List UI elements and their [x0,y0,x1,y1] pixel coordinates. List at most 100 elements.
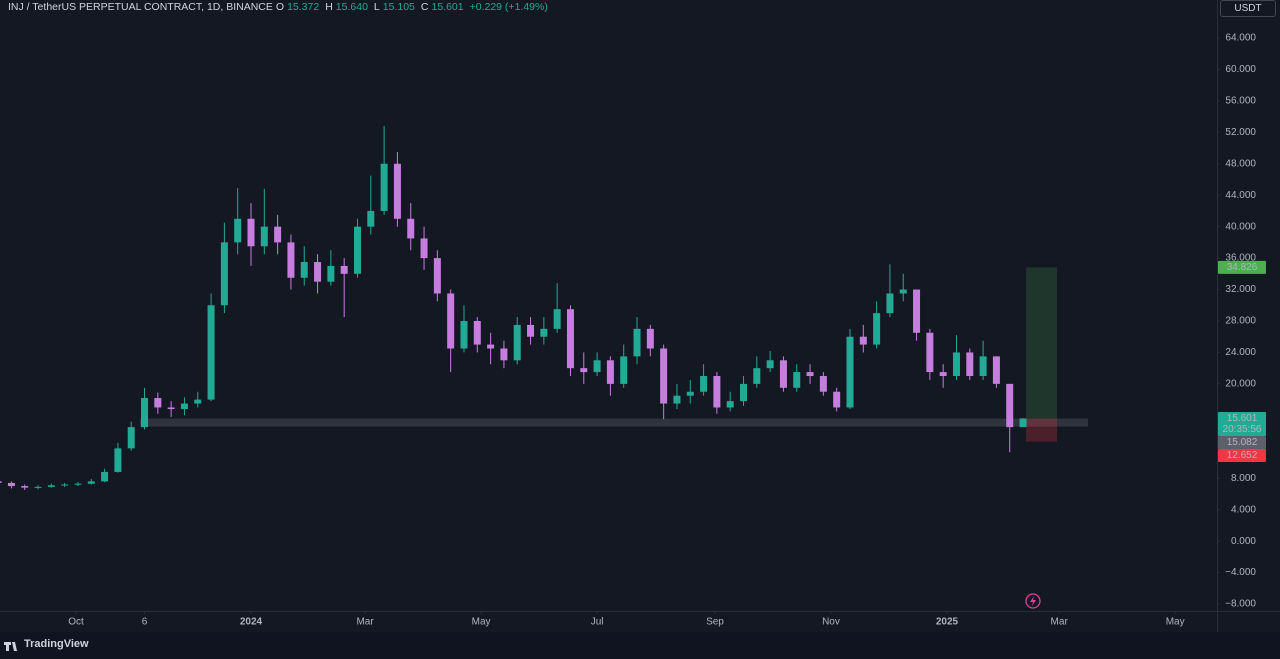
candle-body [819,376,827,392]
candle-body [513,324,521,361]
ohlc-value: 15.105 [382,1,415,13]
candle-body [194,399,202,404]
candle-body [713,376,721,408]
candle-body [154,398,162,408]
candle-body [886,293,894,314]
alert-icon[interactable] [1025,593,1041,609]
x-tick-label: 6 [142,617,148,628]
candle-body [47,485,55,487]
price-countdown: 20:35:56 [1223,424,1262,435]
candle-body [540,328,548,337]
position-stop-zone [1026,418,1058,442]
ohlc-label: L [373,1,380,13]
x-tick-label: Mar [1051,617,1069,628]
candle-body [913,289,921,333]
price-label-box [1218,435,1266,449]
candle-body [0,481,2,483]
brand-logo [4,642,17,651]
candle-body [926,332,934,373]
candle-body [527,324,535,337]
price-label: 15.082 [1227,437,1258,448]
candle-body [180,403,188,410]
candle-body [633,328,641,357]
ohlc-value: 15.640 [335,1,368,13]
y-tick-label: 44.000 [1225,190,1256,201]
candle-body [433,258,441,294]
candle-body [327,265,335,282]
candle-body [753,368,761,384]
ohlc-label: O [275,1,285,13]
candle-body [793,372,801,388]
candle-body [873,313,881,345]
y-tick-label: 64.000 [1225,33,1256,44]
x-tick-label: Oct [68,617,84,628]
candle-body [966,352,974,377]
legend-header: INJ / TetherUS PERPETUAL CONTRACT, 1D, B… [8,1,551,13]
candle-body [114,448,122,472]
currency-button[interactable]: USDT [1220,0,1276,17]
x-tick-label: May [1166,617,1185,628]
price-label: 15.601 [1227,413,1258,424]
x-tick-label: Jul [591,617,604,628]
alert-bolt [1030,596,1036,606]
candle-body [806,372,814,377]
candle-body [207,305,215,400]
ohlc-label: H [325,1,333,13]
ohlc-label: C [420,1,429,13]
y-tick-label: 4.000 [1231,504,1256,515]
candle-body [220,242,228,306]
x-tick-label: Mar [356,617,374,628]
candle-body [314,262,322,282]
candle-body [87,481,95,484]
candle-body [646,328,654,349]
candle-body [500,348,508,361]
candle-body [620,356,628,384]
price-label-box [1218,448,1266,462]
candle-body [101,471,109,482]
candle-body [553,309,561,329]
candle-body [726,401,734,408]
candle-body [74,483,82,485]
y-tick-label: 60.000 [1225,64,1256,75]
candle-body [340,265,348,274]
brand-name: TradingView [24,638,89,650]
candle-body [247,218,255,247]
y-tick-label: 24.000 [1225,347,1256,358]
candle-body [300,262,308,278]
candle-body [979,356,987,377]
y-tick-label: 52.000 [1225,127,1256,138]
y-tick-label: 0.000 [1231,536,1256,547]
candle-body [1006,383,1014,428]
candle-body [606,360,614,384]
candle-body [686,391,694,396]
x-tick-label: Sep [706,617,724,628]
candle-body [660,348,668,404]
candle-body [859,336,867,345]
y-tick-label: 28.000 [1225,316,1256,327]
candle-body [141,398,149,428]
y-tick-label: 56.000 [1225,96,1256,107]
ohlc-value: 15.372 [287,1,320,13]
candle-body [234,218,242,243]
candle-body [274,226,282,243]
ohlc-value: 15.601 [431,1,464,13]
candle-body [380,163,388,211]
candle-body [353,226,361,274]
y-tick-label: 8.000 [1231,473,1256,484]
candle-body [407,218,415,239]
x-tick-label: Nov [822,617,840,628]
candle-body [992,356,1000,384]
position-target-zone [1026,267,1058,419]
candle-body [487,344,495,349]
candle-body [61,484,69,486]
y-tick-label: 36.000 [1225,253,1256,264]
candle-body [779,360,787,388]
footer-bar [0,632,1280,659]
candle-body [833,391,841,408]
candle-body [21,486,29,488]
candle-body [460,320,468,349]
candle-body [127,427,135,449]
candle-body [167,407,175,410]
price-label: 12.652 [1227,450,1258,461]
candle-body [673,395,681,404]
